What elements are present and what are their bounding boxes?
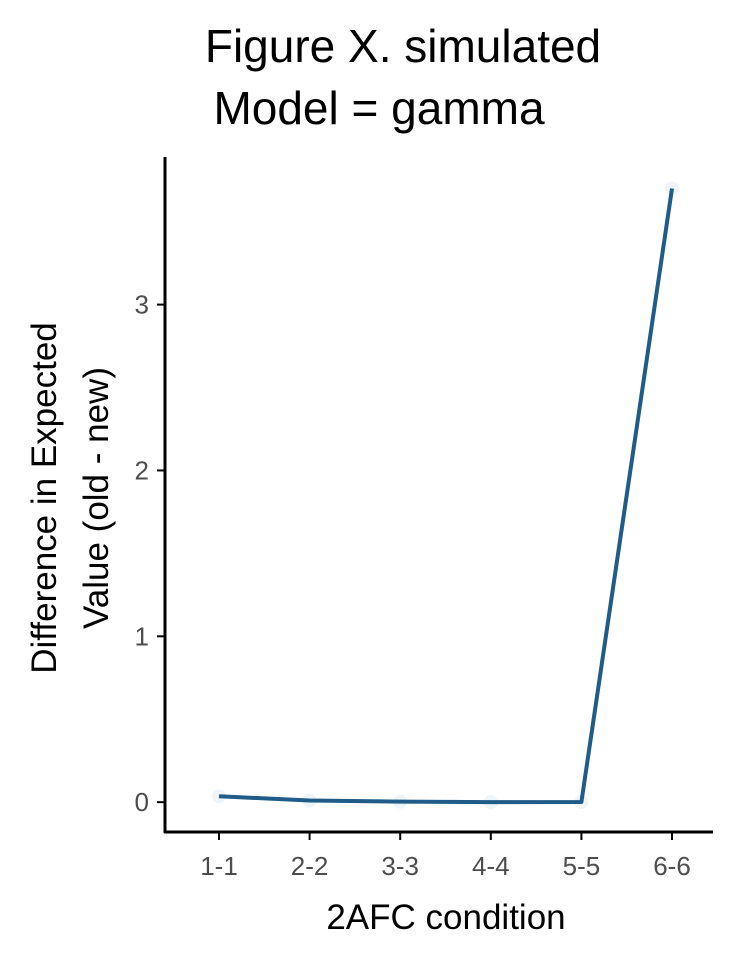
y-tick-label: 1 <box>135 621 149 651</box>
chart-title-line-1: Figure X. simulated <box>205 20 601 72</box>
chart-title-line-2: Model = gamma <box>213 82 545 134</box>
x-tick-label: 5-5 <box>563 851 601 881</box>
x-tick-label: 4-4 <box>472 851 510 881</box>
x-tick-label: 6-6 <box>653 851 691 881</box>
y-tick-label: 2 <box>135 455 149 485</box>
x-axis-ticks: 1-1 2-2 3-3 4-4 5-5 6-6 <box>200 832 691 881</box>
y-tick-label: 0 <box>135 787 149 817</box>
x-tick-label: 1-1 <box>200 851 238 881</box>
series-line <box>218 188 674 805</box>
x-tick-label: 2-2 <box>291 851 329 881</box>
y-axis-title-line-2: Value (old - new) <box>77 367 116 629</box>
y-axis-title: Difference in Expected Value (old - new) <box>25 322 116 674</box>
series-layer <box>212 181 679 810</box>
y-axis-title-line-1: Difference in Expected <box>25 322 64 674</box>
y-axis-ticks: 0 1 2 3 <box>135 290 165 817</box>
x-tick-label: 3-3 <box>381 851 419 881</box>
x-axis-title: 2AFC condition <box>326 898 565 937</box>
y-tick-label: 3 <box>135 290 149 320</box>
